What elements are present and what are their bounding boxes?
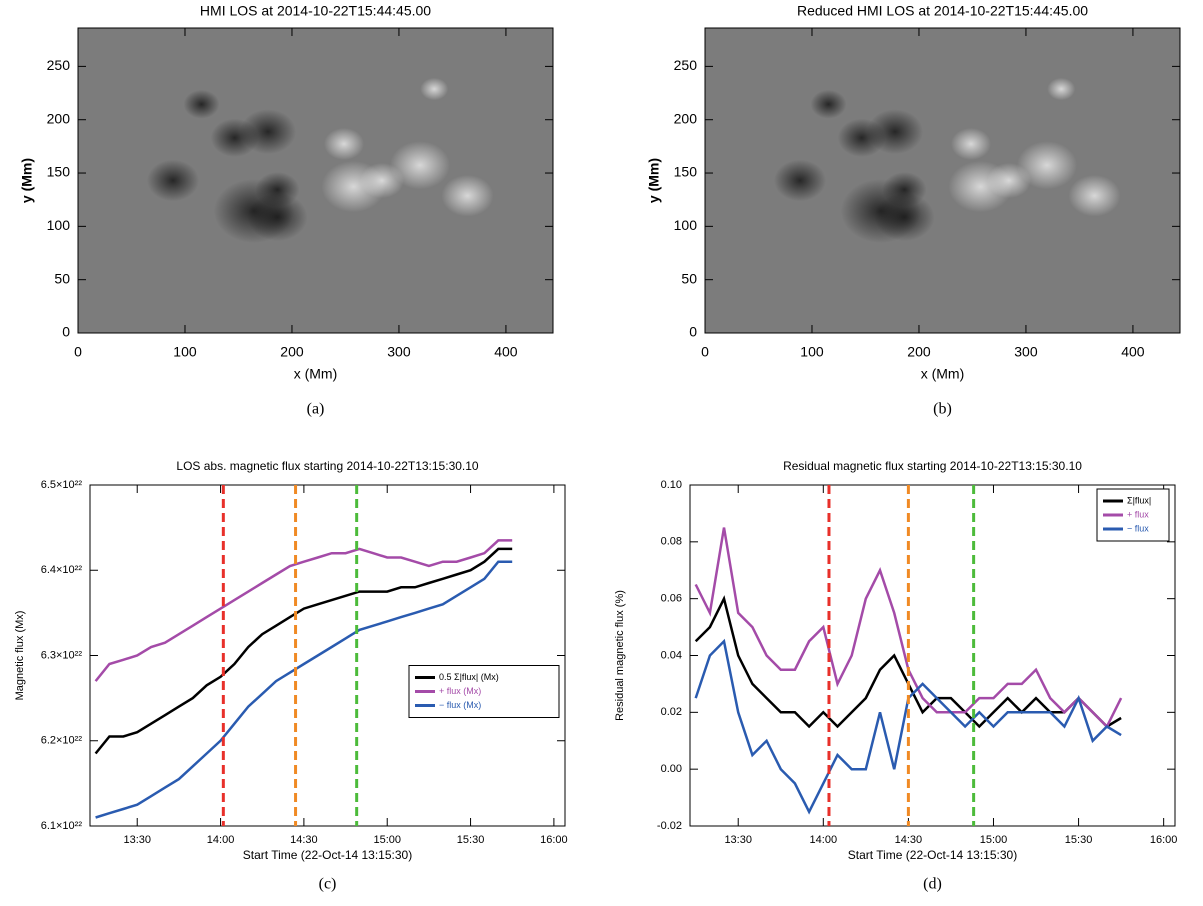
plot-frame (704, 27, 1181, 334)
flux-patch (441, 174, 494, 217)
y-tick-label: 200 (674, 110, 698, 126)
series-line (94, 547, 513, 755)
y-tick-label: 50 (681, 270, 697, 286)
flux-patch (837, 118, 886, 157)
x-tick-label: 100 (800, 344, 824, 360)
flux-patch (1017, 141, 1077, 190)
series-line (95, 560, 513, 819)
caption: (d) (923, 876, 942, 893)
x-tick-label: 0 (701, 344, 709, 360)
panel: Reduced HMI LOS at 2014-10-22T15:44:45.0… (646, 3, 1181, 418)
y-tick-label: 0.08 (661, 536, 682, 548)
flux-patch (951, 127, 991, 160)
flux-patch (774, 159, 826, 202)
caption: (a) (307, 401, 325, 418)
x-tick-label: 400 (1121, 344, 1145, 360)
y-tick-label: 0.00 (661, 763, 682, 775)
flux-patch (1068, 174, 1121, 217)
y-tick-label: 150 (674, 164, 698, 180)
x-tick-label: 16:00 (540, 834, 568, 846)
flux-patch (183, 89, 220, 119)
plot-frame (89, 484, 566, 827)
x-tick-label: 14:30 (895, 834, 923, 846)
y-tick-label: 0 (689, 324, 697, 340)
flux-patch (147, 159, 199, 202)
x-tick-label: 300 (387, 344, 411, 360)
chart-title: Residual magnetic flux starting 2014-10-… (783, 459, 1082, 473)
x-tick-label: 400 (494, 344, 518, 360)
y-tick-label: 0.06 (661, 593, 682, 605)
y-tick-label: 250 (674, 57, 698, 73)
x-tick-label: 15:00 (980, 834, 1008, 846)
legend-label: − flux (1127, 523, 1149, 533)
x-axis-label: Start Time (22-Oct-14 13:15:30) (848, 848, 1017, 862)
y-tick-label: 6.3×10²² (41, 649, 83, 661)
y-tick-label: 0.10 (661, 479, 682, 491)
x-tick-label: 300 (1014, 344, 1038, 360)
y-tick-label: 6.2×10²² (41, 735, 83, 747)
x-tick-label: 13:30 (724, 834, 752, 846)
x-tick-label: 14:30 (290, 834, 318, 846)
x-tick-label: 0 (74, 344, 82, 360)
y-tick-label: 150 (47, 164, 71, 180)
y-tick-label: 0.02 (661, 706, 682, 718)
chart-title: Reduced HMI LOS at 2014-10-22T15:44:45.0… (797, 3, 1088, 19)
y-tick-label: -0.02 (657, 820, 682, 832)
caption: (c) (319, 876, 337, 893)
flux-patch (390, 141, 450, 190)
y-tick-label: 100 (674, 217, 698, 233)
y-axis-label: Magnetic flux (Mx) (14, 611, 26, 701)
series-line (94, 539, 513, 682)
x-axis-label: Start Time (22-Oct-14 13:15:30) (243, 848, 412, 862)
y-tick-label: 6.4×10²² (41, 564, 83, 576)
x-tick-label: 15:30 (457, 834, 485, 846)
legend-label: − flux (Mx) (439, 700, 481, 710)
legend-label: + flux (Mx) (439, 686, 481, 696)
y-tick-label: 0 (62, 324, 70, 340)
panel: Residual magnetic flux starting 2014-10-… (614, 459, 1178, 893)
flux-patch (324, 127, 364, 160)
flux-patch (247, 193, 308, 242)
flux-patch (810, 89, 847, 119)
y-axis-label: y (Mm) (19, 158, 35, 203)
x-tick-label: 15:00 (373, 834, 401, 846)
y-axis-label: Residual magnetic flux (%) (614, 590, 626, 721)
caption: (b) (933, 401, 952, 418)
x-tick-label: 14:00 (207, 834, 235, 846)
y-tick-label: 6.5×10²² (41, 479, 83, 491)
panel: LOS abs. magnetic flux starting 2014-10-… (14, 459, 568, 893)
x-axis-label: x (Mm) (921, 366, 965, 382)
x-tick-label: 200 (907, 344, 931, 360)
y-tick-label: 200 (47, 110, 71, 126)
y-tick-label: 50 (54, 270, 70, 286)
legend-label: + flux (1127, 509, 1149, 519)
x-tick-label: 13:30 (123, 834, 151, 846)
y-tick-label: 100 (47, 217, 71, 233)
y-tick-label: 6.1×10²² (41, 820, 83, 832)
plot-frame (77, 27, 554, 334)
flux-patch (1047, 77, 1076, 101)
legend-label: 0.5 Σ|flux| (Mx) (439, 672, 499, 682)
flux-patch (210, 118, 259, 157)
x-tick-label: 15:30 (1065, 834, 1093, 846)
x-tick-label: 100 (173, 344, 197, 360)
x-tick-label: 16:00 (1150, 834, 1178, 846)
y-axis-label: y (Mm) (646, 158, 662, 203)
y-tick-label: 0.04 (661, 649, 682, 661)
flux-patch (420, 77, 449, 101)
x-axis-label: x (Mm) (294, 366, 338, 382)
chart-title: HMI LOS at 2014-10-22T15:44:45.00 (200, 3, 431, 19)
chart-title: LOS abs. magnetic flux starting 2014-10-… (176, 459, 479, 473)
x-tick-label: 200 (280, 344, 304, 360)
panel: HMI LOS at 2014-10-22T15:44:45.00 x (Mm) y… (19, 3, 554, 418)
legend-label: Σ|flux| (1127, 495, 1151, 505)
flux-patch (874, 193, 935, 242)
x-tick-label: 14:00 (810, 834, 838, 846)
y-tick-label: 250 (47, 57, 71, 73)
